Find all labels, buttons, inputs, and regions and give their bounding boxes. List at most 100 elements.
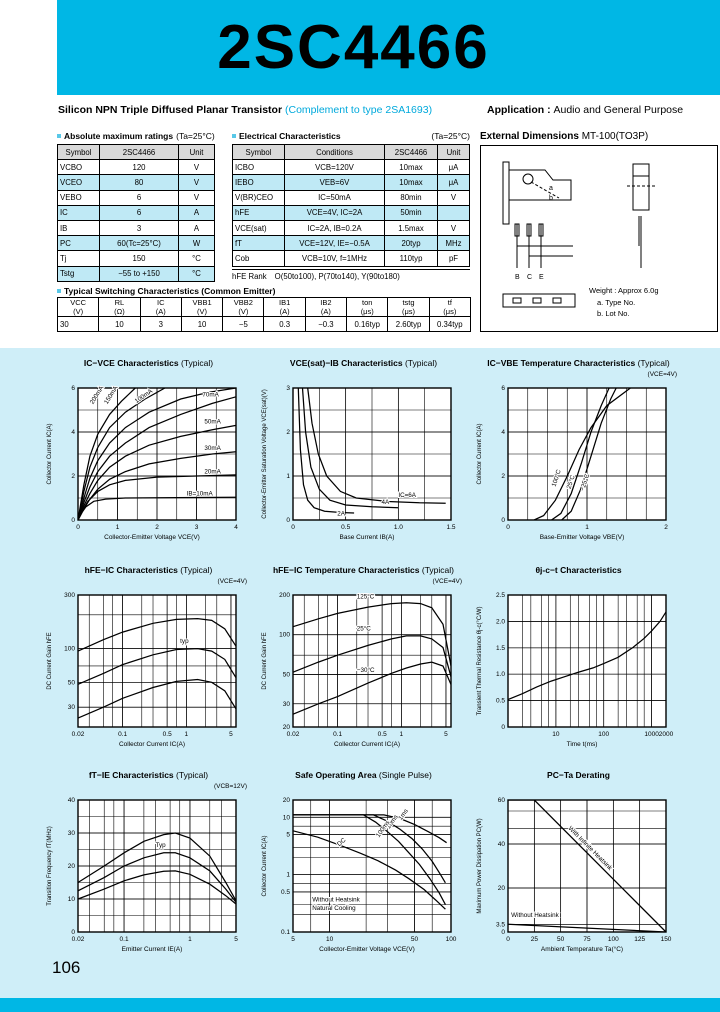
table-cell: 2.60typ <box>387 316 430 332</box>
y-tick-label: 4 <box>501 429 505 436</box>
y-axis-label: DC Current Gain hFE <box>47 632 53 689</box>
table-cell: MHz <box>437 235 470 252</box>
series-min <box>77 678 237 719</box>
y-tick-label: 0 <box>71 929 75 936</box>
chart-cell-soa: Safe Operating Area (Single Pulse) 1ms 10m… <box>257 770 470 975</box>
series-IB=10mA <box>77 496 237 521</box>
chart-title: hFE−IC Temperature Characteristics (Typi… <box>272 565 454 575</box>
table-cell: 0.3 <box>263 316 306 332</box>
table-cell: 3 <box>139 316 182 332</box>
y-tick-label: 30 <box>283 701 291 708</box>
table-cell: 0.34typ <box>428 316 472 332</box>
x-tick-label: 1 <box>185 731 189 738</box>
y-tick-label: 6 <box>501 385 505 392</box>
y-tick-label: 1 <box>286 473 290 480</box>
chart-annotation: (VCE=4V) <box>647 371 677 378</box>
table-row: PC 60(Tc=25°C) W <box>57 235 215 252</box>
y-tick-label: 10 <box>68 896 76 903</box>
electrical-title: Electrical Characteristics <box>239 131 341 141</box>
y-tick-label: 1.5 <box>496 645 505 652</box>
table-cell: PC <box>57 235 100 252</box>
series-label: 4A <box>381 499 390 506</box>
column-header: VCC (V) <box>56 297 100 317</box>
table-row: VCE(sat) IC=2A, IB=0.2A 1.5max V <box>232 219 470 237</box>
table-cell: 10 <box>180 316 224 332</box>
column-header: Symbol <box>232 143 285 161</box>
series-label: −30°C <box>357 666 375 674</box>
y-tick-label: 0 <box>71 517 75 524</box>
table-cell: μA <box>437 159 470 176</box>
table-row: fT VCE=12V, IE=−0.5A 20typ MHz <box>232 235 470 252</box>
series-max <box>77 617 237 652</box>
charts-area: IC−VCE Characteristics (Typical) 200mA 150… <box>0 348 720 998</box>
series-label: 50mA <box>204 419 221 426</box>
y-axis-label: Collector-Emitter Saturation Voltage VCE… <box>262 389 268 518</box>
table-row: IB 3 A <box>57 219 215 237</box>
series-IC=4A <box>301 387 399 509</box>
x-tick-label: 2000 <box>659 731 674 738</box>
y-tick-label: 2 <box>501 473 505 480</box>
package-note-a: a. Type No. <box>597 298 636 307</box>
section-bullet-icon <box>57 289 61 293</box>
table-cell: VCE(sat) <box>232 219 285 237</box>
series-1ms <box>293 814 447 844</box>
table-header-row: Symbol Conditions 2SC4466 Unit <box>232 143 470 161</box>
y-axis-label: Collector Current IC(A) <box>47 423 53 484</box>
y-tick-label: 3.5 <box>496 921 505 928</box>
package-note-b: b. Lot No. <box>597 309 630 318</box>
table-cell: IEBO <box>232 174 285 191</box>
x-tick-label: 0.5 <box>341 524 350 531</box>
y-tick-label: 5 <box>286 832 290 839</box>
table-cell: VCE=12V, IE=−0.5A <box>284 235 385 252</box>
series-Ta=125°C <box>292 602 452 667</box>
y-axis-label: DC Current Gain hFE <box>262 632 268 689</box>
table-row: VCEO 80 V <box>57 174 215 191</box>
footer-bar <box>0 998 720 1012</box>
table-cell: IC=50mA <box>284 189 385 206</box>
table-cell: 10max <box>384 159 438 176</box>
y-tick-label: 3 <box>286 385 290 392</box>
table-row: IEBO VEB=6V 10max μA <box>232 174 470 191</box>
chart-annotation: (VCB=12V) <box>213 783 247 790</box>
table-row: Cob VCB=10V, f=1MHz 110typ pF <box>232 250 470 267</box>
x-tick-label: 150 <box>661 936 672 943</box>
y-tick-label: 2 <box>286 429 290 436</box>
column-header: IC (A) <box>139 297 182 317</box>
x-tick-label: 2 <box>664 524 668 531</box>
x-tick-label: 0 <box>506 936 510 943</box>
chart-theta-t: 10 100 1000 2000 0 0.5 1.0 1.5 2.0 2.5 Transient T… <box>477 592 674 738</box>
y-tick-label: 2.0 <box>496 618 505 625</box>
table-cell: 80 <box>99 174 179 191</box>
x-tick-label: 0.1 <box>120 936 129 943</box>
x-tick-label: 1 <box>400 731 404 738</box>
dimensions-title: External Dimensions MT-100(TO3P) <box>480 131 649 142</box>
chart-hfe-ic-temp: 125°C 25°C −30°C 0.02 0.1 0.5 1 5 20 30 50 100 200 DC… <box>262 592 452 738</box>
series-IB=50mA <box>77 424 237 521</box>
y-tick-label: 30 <box>68 830 76 837</box>
chart-title: Safe Operating Area (Single Pulse) <box>295 770 432 780</box>
table-cell: VCE=4V, IC=2A <box>284 204 385 221</box>
x-tick-label: 2 <box>155 524 159 531</box>
table-cell: W <box>178 235 215 252</box>
table-row: hFE VCE=4V, IC=2A 50min <box>232 204 470 221</box>
x-axis-label: Emitter Current IE(A) <box>121 946 183 953</box>
table-row: Tstg −55 to +150 °C <box>57 265 215 282</box>
y-tick-label: 20 <box>498 885 506 892</box>
table-cell: VCEO <box>57 174 100 191</box>
series-label: 2A <box>337 511 346 518</box>
table-cell: 1.5max <box>384 219 438 237</box>
series-label: 25°C <box>357 624 372 632</box>
y-tick-label: 2 <box>71 473 75 480</box>
table-cell: V(BR)CEO <box>232 189 285 206</box>
table-cell: 10max <box>384 174 438 191</box>
series-Typ <box>77 852 237 903</box>
abs-max-condition: (Ta=25°C) <box>176 131 215 141</box>
chart-title: VCE(sat)−IB Characteristics (Typical) <box>289 358 438 368</box>
series-label: Without Heatsink <box>511 912 559 919</box>
y-tick-label: 50 <box>283 671 291 678</box>
series-label: typ <box>180 638 189 645</box>
y-tick-label: 50 <box>68 679 76 686</box>
